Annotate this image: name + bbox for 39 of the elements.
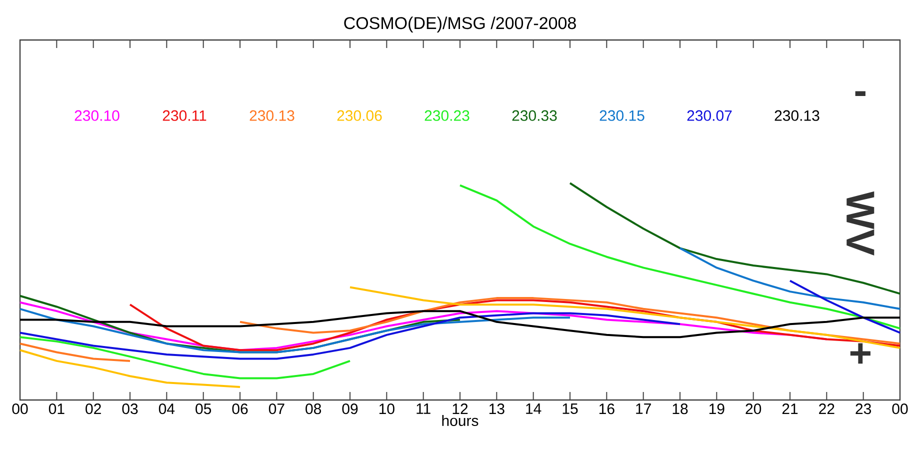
x-tick-label: 08 <box>306 404 322 414</box>
x-tick-label: 05 <box>196 404 212 414</box>
x-tick-label: 16 <box>599 404 614 414</box>
text: 230.23 <box>424 110 470 121</box>
x-tick-label: 13 <box>489 404 504 414</box>
x-tick-label: 03 <box>122 404 138 414</box>
text: - <box>855 91 866 96</box>
x-tick-label: 17 <box>636 404 651 414</box>
x-tick-label: 14 <box>526 404 542 414</box>
chart-title: COSMO(DE)/MSG /2007-2008 <box>344 16 576 32</box>
x-tick-label: 23 <box>856 404 872 414</box>
text: 230.13 <box>774 110 820 121</box>
x-tick-label: 09 <box>342 404 358 414</box>
text: 230.15 <box>600 110 644 121</box>
x-tick-label: 00 <box>12 404 28 414</box>
text: 230.06 <box>337 110 382 121</box>
x-tick-label: 00 <box>892 404 908 414</box>
text: 230.10 <box>74 110 120 121</box>
x-tick-label: 20 <box>746 404 762 414</box>
x-tick-label: 22 <box>819 404 834 414</box>
text: 230.07 <box>687 110 732 121</box>
x-tick-label: 01 <box>48 404 64 414</box>
x-tick-label: 19 <box>709 404 724 414</box>
x-tick-label: 11 <box>416 404 430 414</box>
annotation: WV <box>846 191 874 256</box>
x-tick-label: 21 <box>782 404 798 414</box>
x-tick-label: 18 <box>672 404 688 414</box>
x-axis-title: hours <box>442 415 478 426</box>
x-tick-label: 04 <box>158 404 175 414</box>
text: 230.11 <box>162 110 206 121</box>
x-tick-label: 07 <box>268 404 284 414</box>
x-tick-label: 12 <box>452 404 468 414</box>
x-tick-label: 06 <box>232 404 248 414</box>
x-tick-label: 10 <box>379 404 394 414</box>
annotation: + <box>850 343 870 364</box>
x-tick-label: 02 <box>86 404 101 414</box>
text: 230.33 <box>512 110 557 121</box>
x-tick-label: 15 <box>562 404 578 414</box>
text: 230.13 <box>250 110 294 121</box>
